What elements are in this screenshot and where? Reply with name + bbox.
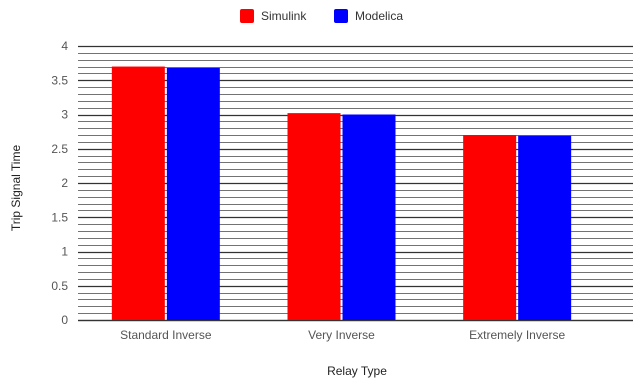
y-axis-ticks: 0 0.5 1 1.5 2 2.5 3 3.5 4 <box>51 39 68 327</box>
y-tick-label: 3 <box>61 108 68 122</box>
bar-simulink[interactable] <box>111 66 165 320</box>
legend-label: Modelica <box>355 9 403 23</box>
bar-simulink[interactable] <box>463 135 517 320</box>
y-tick-label: 0.5 <box>51 279 68 293</box>
legend-swatch <box>240 9 254 23</box>
bars <box>111 66 572 321</box>
y-tick-label: 0 <box>61 313 68 327</box>
bar-modelica[interactable] <box>166 67 220 320</box>
legend-swatch <box>334 9 348 23</box>
y-tick-label: 1 <box>61 245 68 259</box>
x-tick-label: Very Inverse <box>308 328 375 342</box>
bar-modelica[interactable] <box>342 114 396 321</box>
y-tick-label: 3.5 <box>51 73 68 87</box>
y-tick-label: 2 <box>61 176 68 190</box>
legend-item-simulink[interactable]: Simulink <box>240 9 307 23</box>
legend-label: Simulink <box>261 9 307 23</box>
x-tick-label: Extremely Inverse <box>469 328 565 342</box>
y-tick-label: 1.5 <box>51 210 68 224</box>
legend-item-modelica[interactable]: Modelica <box>334 9 403 23</box>
y-tick-label: 4 <box>61 39 68 53</box>
x-axis-ticks: Standard Inverse Very Inverse Extremely In… <box>120 328 565 342</box>
y-axis-title: Trip Signal Time <box>9 145 23 232</box>
legend: Simulink Modelica <box>240 9 403 23</box>
y-tick-label: 2.5 <box>51 142 68 156</box>
x-tick-label: Standard Inverse <box>120 328 212 342</box>
bar-simulink[interactable] <box>287 113 341 320</box>
x-axis-title: Relay Type <box>327 364 387 378</box>
bar-modelica[interactable] <box>518 135 572 320</box>
